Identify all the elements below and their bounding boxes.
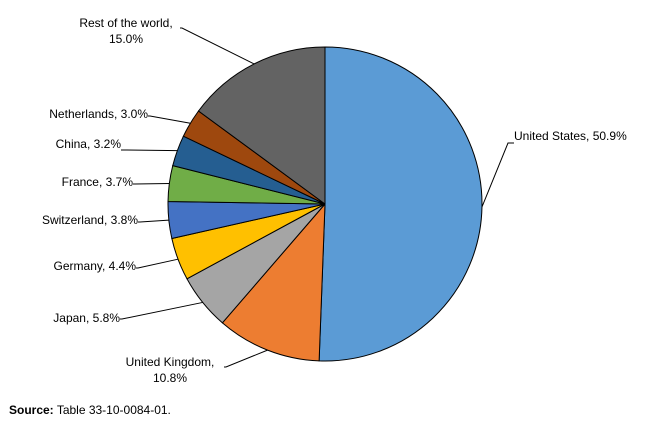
pie-slice	[197, 46, 326, 205]
data-label: Japan, 5.8%	[53, 311, 120, 325]
leader-line	[138, 219, 169, 223]
source-note: Source: Table 33-10-0084-01.	[9, 403, 171, 417]
data-label: Netherlands, 3.0%	[49, 107, 148, 121]
source-text: Table 33-10-0084-01.	[56, 403, 171, 417]
leader-line	[120, 301, 203, 320]
leader-line	[133, 182, 170, 185]
leader-line	[121, 149, 178, 152]
data-label: United Kingdom, 10.8%	[125, 355, 215, 385]
data-label: Germany, 4.4%	[53, 259, 136, 273]
data-label: France, 3.7%	[61, 175, 133, 189]
source-label: Source:	[9, 403, 54, 417]
leader-line	[481, 142, 514, 208]
data-label: China, 3.2%	[55, 137, 121, 151]
leader-line	[148, 115, 191, 124]
data-label: Switzerland, 3.8%	[41, 213, 138, 227]
data-label: Rest of the world, 15.0%	[79, 16, 173, 46]
leader-line	[224, 349, 268, 368]
leader-line	[136, 258, 179, 269]
data-label: United States, 50.9%	[514, 129, 627, 143]
leader-line	[180, 27, 255, 65]
pie-slice	[318, 46, 483, 362]
pie-slice	[221, 202, 326, 362]
